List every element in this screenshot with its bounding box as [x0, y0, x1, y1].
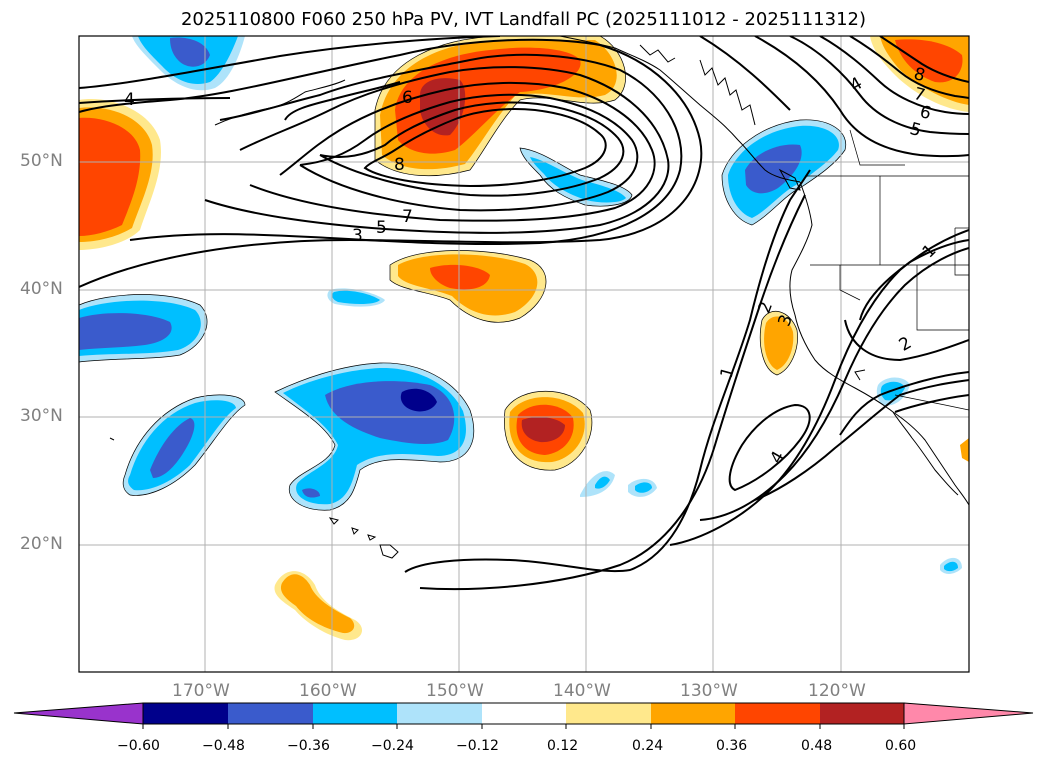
map-frame — [78, 35, 970, 673]
ivt-contours — [79, 36, 969, 591]
lat-label: 30°N — [20, 406, 63, 426]
colorbar-tick-label: −0.36 — [287, 738, 330, 754]
coastlines — [109, 36, 969, 559]
colorbar-bin — [735, 703, 820, 724]
gridlines — [79, 36, 969, 672]
lat-label: 50°N — [20, 151, 63, 171]
contour-label: 5 — [908, 119, 924, 141]
lat-label: 40°N — [20, 279, 63, 299]
contour-label: 3 — [352, 226, 363, 246]
colorbar-tick-label: 0.48 — [801, 738, 833, 754]
colorbar-tick-label: 0.24 — [632, 738, 664, 754]
contour-label: 5 — [376, 218, 387, 238]
map-area: 4 6 8 7 5 3 1 2 3 4 4 7 6 5 8 1 2 — [79, 36, 969, 672]
contour-label: 6 — [918, 102, 934, 124]
colorbar — [13, 702, 1034, 729]
shading-outlines — [79, 36, 847, 511]
colorbar-bin — [820, 703, 904, 724]
colorbar-tick-label: 0.12 — [547, 738, 579, 754]
lon-label: 120°W — [808, 681, 866, 701]
lon-label: 130°W — [680, 681, 738, 701]
colorbar-bin — [566, 703, 651, 724]
contour-label: 4 — [124, 90, 135, 110]
contour-label: 7 — [402, 207, 413, 227]
colorbar-bin — [228, 703, 313, 724]
contour-label: 8 — [394, 155, 405, 175]
colorbar-bin — [651, 703, 735, 724]
lon-label: 150°W — [426, 681, 484, 701]
contour-label: 6 — [402, 88, 413, 108]
colorbar-tick-label: −0.48 — [202, 738, 245, 754]
colorbar-tick-label: 0.36 — [716, 738, 748, 754]
colorbar-tick-label: −0.60 — [117, 738, 160, 754]
colorbar-bin — [397, 703, 482, 724]
lat-label: 20°N — [20, 534, 63, 554]
lon-label: 160°W — [299, 681, 357, 701]
colorbar-bin — [482, 703, 566, 724]
colorbar-bin — [313, 703, 397, 724]
colorbar-extend-high — [903, 702, 1034, 725]
colorbar-extend-low — [13, 702, 144, 725]
contour-label: 7 — [912, 84, 928, 106]
contour-label: 8 — [912, 64, 928, 86]
lon-label: 140°W — [553, 681, 611, 701]
colorbar-bin — [143, 703, 228, 724]
colorbar-tick-label: −0.12 — [456, 738, 499, 754]
borders — [805, 129, 969, 411]
colorbar-tick-label: −0.24 — [371, 738, 414, 754]
contour-label: 1 — [717, 365, 739, 381]
lon-label: 170°W — [172, 681, 230, 701]
colorbar-tick-label: 0.60 — [885, 738, 917, 754]
map-title: 2025110800 F060 250 hPa PV, IVT Landfall… — [180, 9, 867, 30]
